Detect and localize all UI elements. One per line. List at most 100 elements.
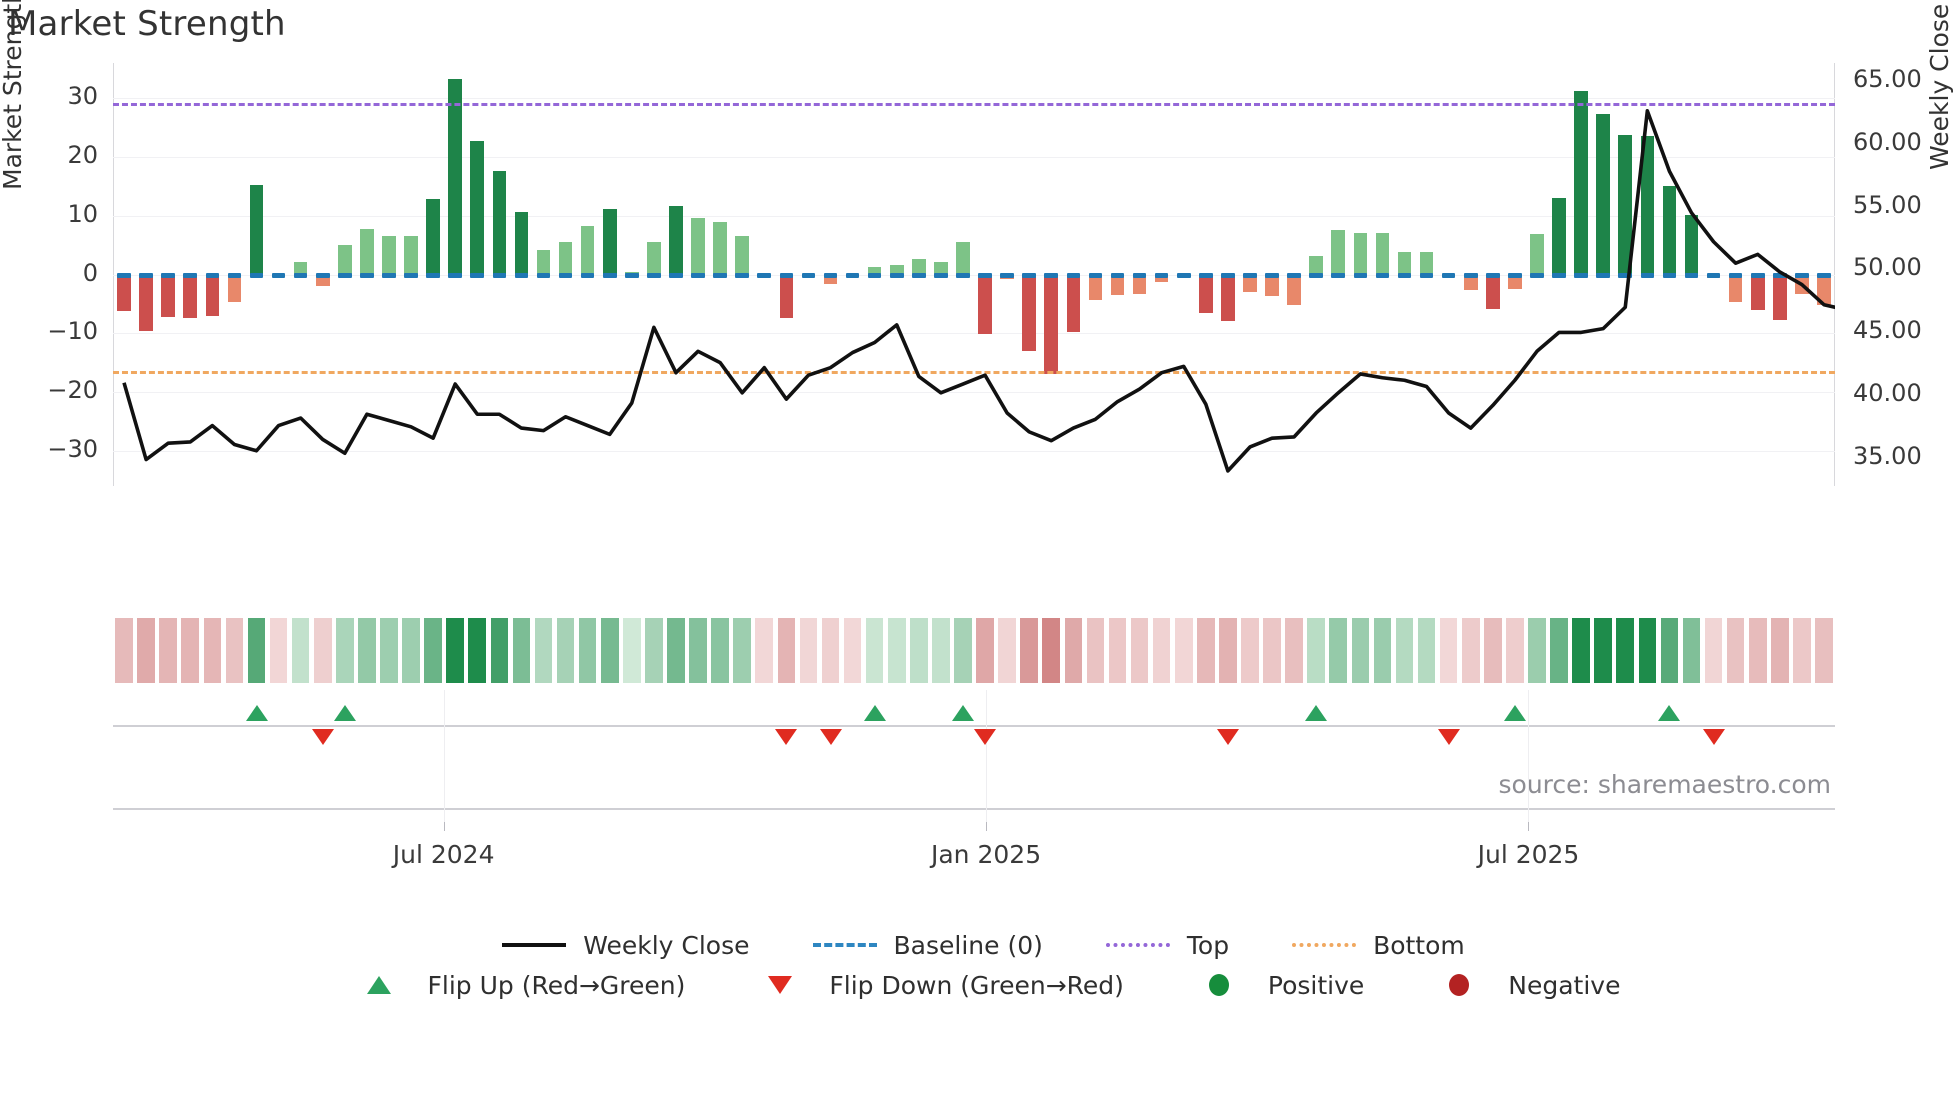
strength-bar (1110, 274, 1125, 296)
baseline-cap (404, 272, 418, 278)
heat-cell (755, 618, 774, 683)
heat-cell (137, 618, 155, 683)
strength-bar (1728, 274, 1743, 303)
baseline-cap (911, 272, 926, 278)
heat-cell (1594, 618, 1613, 683)
heat-cell (821, 618, 840, 683)
heat-cell (799, 618, 818, 683)
baseline-cap (1728, 272, 1743, 278)
legend-glyph (741, 976, 819, 994)
baseline-cap (1265, 272, 1279, 278)
baseline-cap (1795, 272, 1809, 278)
heat-cell (1704, 618, 1723, 683)
baseline-cap (227, 272, 242, 278)
heat-cell (600, 618, 619, 683)
strength-bar (1309, 255, 1324, 275)
legend-item[interactable]: Bottom (1285, 931, 1465, 960)
baseline-cap (624, 272, 639, 278)
strength-bar (448, 79, 463, 275)
strength-bar (360, 228, 374, 275)
x-axis-tick (443, 822, 445, 831)
strength-bar (117, 274, 131, 311)
left-axis-tick-label: −10 (47, 317, 98, 346)
heat-cell (1616, 618, 1635, 683)
heat-cell (534, 618, 553, 683)
legend-item[interactable]: Flip Up (Red→Green) (340, 971, 685, 1000)
heat-cell (865, 618, 884, 683)
strength-bar (934, 261, 948, 275)
flip-markers-panel (113, 690, 1835, 760)
heat-cell (1351, 618, 1370, 683)
legend-item-label: Flip Down (Green→Red) (829, 970, 1124, 1000)
heat-cell (1196, 618, 1215, 683)
strength-bar (1530, 233, 1544, 275)
heat-cell (909, 618, 928, 683)
strength-bar (1088, 274, 1103, 301)
baseline-cap (514, 272, 529, 278)
heat-cell (1108, 618, 1127, 683)
heat-cell (1329, 618, 1348, 683)
heat-cell (1417, 618, 1436, 683)
strength-bar (647, 241, 661, 275)
baseline-cap (1221, 272, 1235, 278)
baseline-cap (426, 272, 440, 278)
baseline-cap (1022, 272, 1037, 278)
baseline-cap (1176, 272, 1191, 278)
strength-bar (227, 274, 242, 302)
strength-bar (1198, 274, 1213, 314)
strength-bar (1508, 274, 1522, 289)
legend-item[interactable]: Flip Down (Green→Red) (741, 971, 1124, 1000)
heat-cell (954, 618, 972, 683)
baseline-cap (1088, 272, 1103, 278)
strength-bar (867, 267, 882, 275)
baseline-cap (161, 272, 176, 278)
gridline (113, 157, 1835, 158)
heat-cell (777, 618, 796, 683)
baseline-cap (1463, 272, 1478, 278)
legend-item-label: Positive (1267, 970, 1365, 1000)
baseline-cap (183, 272, 198, 278)
right-axis-tick-label: 45.00 (1853, 316, 1922, 345)
legend-item[interactable]: Top (1099, 931, 1229, 960)
flip-up-marker (951, 705, 974, 721)
baseline-cap (580, 272, 595, 278)
strength-bar (161, 274, 176, 317)
heat-cell (269, 618, 288, 683)
heat-cell (424, 618, 442, 683)
flip-down-marker (775, 729, 798, 745)
baseline-cap (470, 272, 485, 278)
legend-glyph (806, 943, 884, 947)
heat-cell (490, 618, 509, 683)
gridline (113, 215, 1835, 217)
heat-cell (1130, 618, 1149, 683)
strength-bar (1640, 135, 1655, 275)
heat-cell (998, 618, 1016, 683)
heat-cell (335, 618, 354, 683)
left-axis-tick-label: 0 (82, 258, 98, 287)
legend-item-label: Negative (1508, 970, 1621, 1000)
heat-cell (468, 618, 487, 683)
baseline-cap (801, 272, 816, 278)
gridline (113, 274, 1835, 276)
legend-item[interactable]: Baseline (0) (806, 931, 1043, 960)
heat-cell (556, 618, 575, 683)
baseline-cap (1508, 272, 1522, 278)
baseline-cap (1309, 272, 1324, 278)
legend-item[interactable]: Negative (1420, 971, 1620, 1000)
baseline-cap (779, 272, 794, 278)
flip-down-marker (311, 729, 334, 745)
flip-up-marker (245, 705, 268, 721)
strength-bar (779, 274, 794, 318)
heat-cell (645, 618, 663, 683)
baseline-cap (293, 272, 308, 278)
weekly-close-polyline (122, 109, 1835, 473)
legend-item-label: Bottom (1373, 930, 1465, 960)
baseline-cap (1706, 272, 1721, 278)
heat-cell (733, 618, 752, 683)
legend-item[interactable]: Positive (1180, 971, 1364, 1000)
legend-item[interactable]: Weekly Close (495, 931, 750, 960)
strength-bar (1331, 229, 1346, 275)
baseline-cap (448, 272, 463, 278)
strength-bar (536, 249, 551, 275)
gridline (113, 392, 1835, 393)
